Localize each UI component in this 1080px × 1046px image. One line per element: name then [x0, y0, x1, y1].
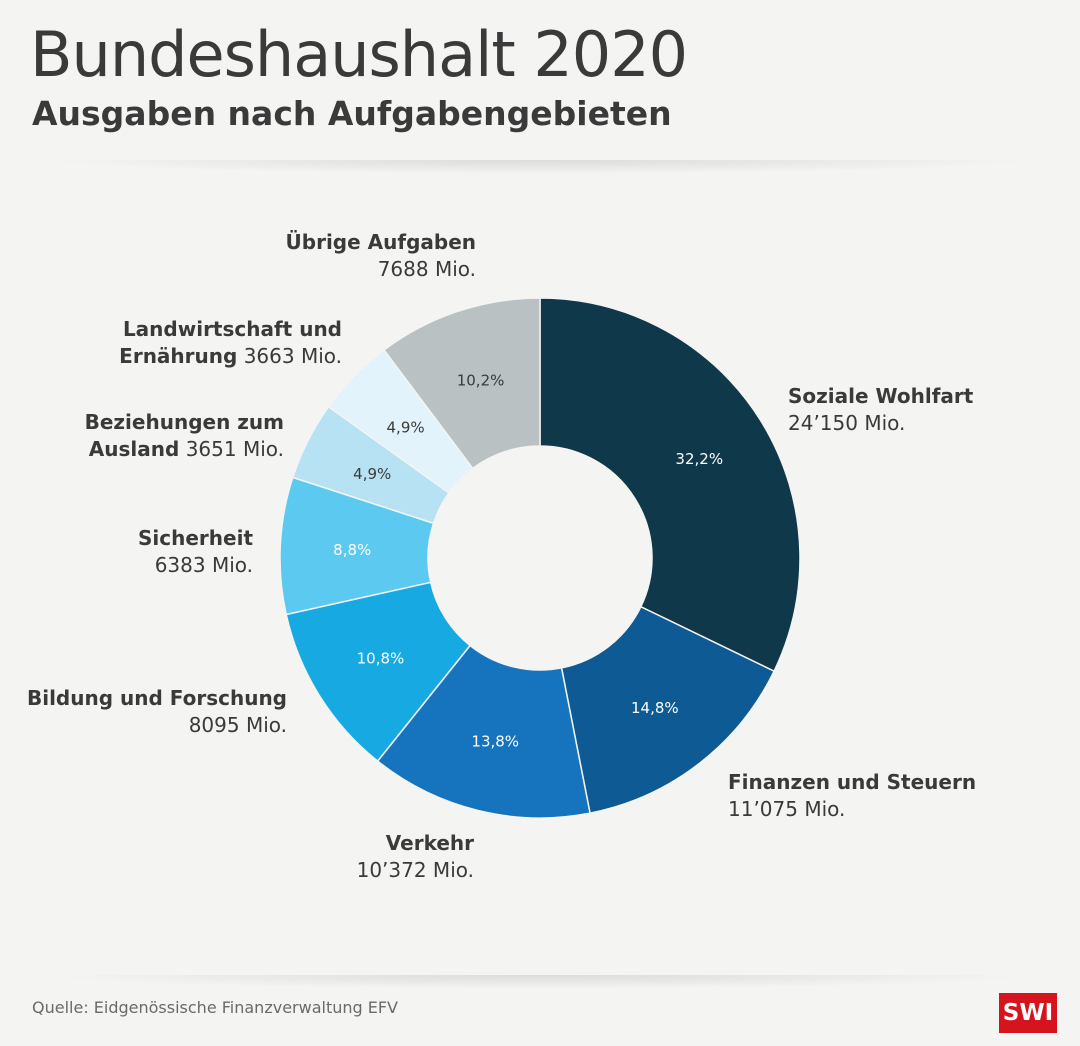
label-value: 6383 Mio. [154, 553, 253, 577]
label-name: Ausland [88, 437, 180, 461]
chart-subtitle: Ausgaben nach Aufgabengebieten [32, 94, 672, 133]
label-value: 7688 Mio. [377, 257, 476, 281]
label-value: 8095 Mio. [188, 713, 287, 737]
slice-percent-label: 4,9% [387, 419, 425, 437]
label-name: Sicherheit [138, 526, 253, 550]
label-soziale-wohlfart: Soziale Wohlfart 24’150 Mio. [788, 383, 973, 437]
slice-percent-label: 32,2% [675, 450, 723, 468]
slice-percent-label: 14,8% [631, 699, 679, 717]
top-divider [40, 160, 1040, 174]
label-sicherheit: Sicherheit 6383 Mio. [138, 525, 253, 579]
slice-percent-label: 4,9% [353, 465, 391, 483]
label-name: Verkehr [385, 831, 474, 855]
bottom-divider [40, 975, 1040, 989]
donut-slice [539, 297, 801, 673]
label-name: Soziale Wohlfart [788, 384, 974, 408]
chart-title: Bundeshaushalt 2020 [30, 18, 688, 91]
slice-percent-label: 10,2% [457, 372, 505, 390]
label-value: 10’372 Mio. [356, 858, 474, 882]
label-value: 24’150 Mio. [788, 411, 906, 435]
donut-slice [560, 605, 776, 815]
label-uebrige-aufgaben: Übrige Aufgaben 7688 Mio. [286, 229, 476, 283]
label-beziehungen-zum-ausland: Beziehungen zum Ausland 3651 Mio. [85, 409, 284, 463]
label-name: Bildung und Forschung [26, 686, 287, 710]
label-name: Landwirtschaft und [122, 317, 342, 341]
label-bildung-und-forschung: Bildung und Forschung 8095 Mio. [27, 685, 287, 739]
donut-slice [376, 644, 591, 819]
swi-logo: SWI [999, 993, 1057, 1033]
label-value: 3663 Mio. [243, 344, 342, 368]
label-name: Beziehungen zum [84, 410, 284, 434]
label-name: Ernährung [119, 344, 238, 368]
label-name: Finanzen und Steuern [728, 770, 977, 794]
donut-slice [285, 581, 472, 763]
slice-percent-label: 8,8% [333, 541, 371, 559]
label-value: 11’075 Mio. [728, 797, 846, 821]
label-finanzen-und-steuern: Finanzen und Steuern 11’075 Mio. [728, 769, 976, 823]
source-note: Quelle: Eidgenössische Finanzverwaltung … [32, 998, 398, 1017]
slice-percent-label: 10,8% [357, 649, 405, 667]
label-value: 3651 Mio. [185, 437, 284, 461]
label-name: Übrige Aufgaben [285, 230, 476, 254]
donut-slice [382, 297, 541, 470]
slice-percent-label: 13,8% [471, 733, 519, 751]
label-landwirtschaft-und-ernaehrung: Landwirtschaft und Ernährung 3663 Mio. [119, 316, 342, 370]
label-verkehr: Verkehr 10’372 Mio. [357, 830, 474, 884]
